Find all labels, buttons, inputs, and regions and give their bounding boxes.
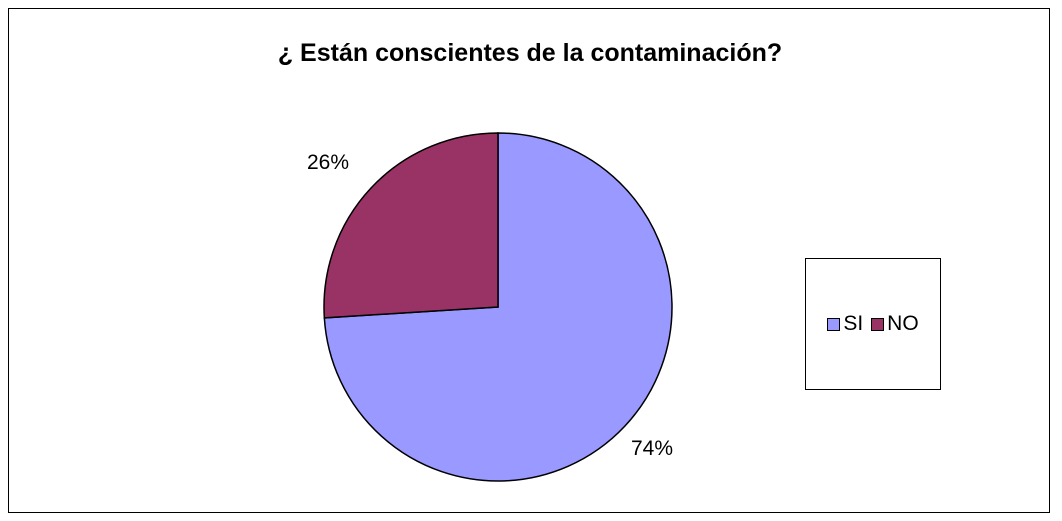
- chart-title: ¿ Están conscientes de la contaminación?: [277, 39, 783, 67]
- data-label-no: 26%: [307, 151, 350, 174]
- legend-swatch-no: [871, 317, 885, 331]
- legend-label-no: NO: [887, 312, 919, 335]
- pie-chart: [323, 132, 673, 482]
- chart-frame: ¿ Están conscientes de la contaminación?…: [8, 8, 1050, 513]
- legend-swatch-si: [827, 317, 841, 331]
- legend-label-si: SI: [843, 312, 864, 335]
- legend-item-si: SI: [827, 312, 863, 336]
- data-label-si: 74%: [631, 437, 674, 460]
- legend-item-no: NO: [871, 312, 919, 336]
- chart-legend: SI NO: [805, 258, 941, 390]
- pie-slice-no: [323, 132, 499, 319]
